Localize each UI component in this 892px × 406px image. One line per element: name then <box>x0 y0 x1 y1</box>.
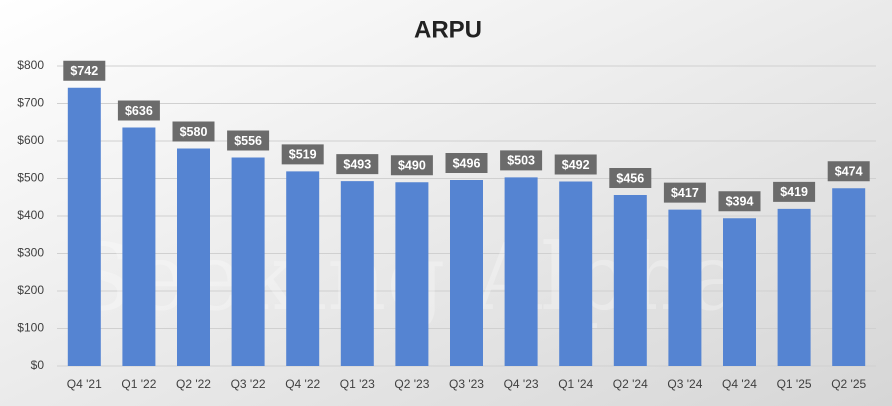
bar <box>559 181 593 366</box>
value-label: $492 <box>562 158 590 172</box>
bar <box>723 218 756 366</box>
value-label-box <box>117 100 160 121</box>
x-tick-label: Q4 '24 <box>722 377 757 391</box>
value-label: $490 <box>398 159 426 173</box>
value-label: $394 <box>726 195 754 209</box>
x-tick-label: Q4 '22 <box>285 377 320 391</box>
x-tick-label: Q1 '24 <box>558 377 593 391</box>
bar <box>613 195 647 366</box>
value-label-box <box>773 181 816 202</box>
value-label: $742 <box>70 64 98 78</box>
value-label: $556 <box>234 134 262 148</box>
value-label: $493 <box>343 157 371 171</box>
bar <box>395 182 429 366</box>
value-label-box <box>827 161 870 182</box>
y-tick-label: $700 <box>17 96 44 110</box>
x-tick-label: Q3 '23 <box>449 377 484 391</box>
value-label: $456 <box>616 171 644 185</box>
y-tick-label: $600 <box>17 133 44 147</box>
x-tick-label: Q2 '23 <box>394 377 429 391</box>
y-tick-label: $0 <box>31 358 45 372</box>
bar <box>67 87 101 366</box>
value-label-box <box>718 191 761 212</box>
x-tick-label: Q2 '25 <box>831 377 866 391</box>
value-label: $636 <box>125 104 153 118</box>
y-tick-label: $100 <box>17 321 44 335</box>
x-tick-label: Q3 '22 <box>231 377 266 391</box>
y-tick-label: $400 <box>17 208 44 222</box>
value-label-box <box>390 155 433 176</box>
bar <box>122 127 156 366</box>
bar <box>286 171 320 366</box>
value-label: $417 <box>671 186 699 200</box>
y-tick-label: $300 <box>17 246 44 260</box>
bar <box>450 180 483 366</box>
value-label-box <box>281 144 324 165</box>
bar <box>777 208 811 366</box>
value-label-box <box>554 154 597 175</box>
x-tick-label: Q4 '23 <box>504 377 539 391</box>
value-label: $474 <box>835 165 863 179</box>
value-label-box <box>500 150 543 171</box>
value-label: $580 <box>180 125 208 139</box>
bar <box>832 188 866 366</box>
x-tick-label: Q1 '23 <box>340 377 375 391</box>
bar <box>504 177 538 366</box>
value-label-box <box>609 168 652 188</box>
value-label-box <box>172 121 215 142</box>
x-tick-label: Q2 '22 <box>176 377 211 391</box>
value-label-box <box>227 130 270 151</box>
value-label: $503 <box>507 154 535 168</box>
value-label-box <box>445 153 488 173</box>
bar <box>668 209 702 366</box>
y-tick-label: $500 <box>17 171 44 185</box>
x-tick-label: Q4 '21 <box>67 377 102 391</box>
value-label: $419 <box>780 185 808 199</box>
x-tick-label: Q1 '25 <box>777 377 812 391</box>
y-tick-label: $800 <box>17 58 44 72</box>
x-tick-label: Q1 '22 <box>121 377 156 391</box>
bar <box>177 148 210 366</box>
value-label-box <box>663 182 706 203</box>
x-tick-label: Q2 '24 <box>613 377 648 391</box>
value-label: $496 <box>453 156 481 170</box>
x-tick-label: Q3 '24 <box>667 377 702 391</box>
value-label-box <box>63 60 106 81</box>
bar <box>340 181 374 366</box>
chart-title: ARPU <box>414 16 482 43</box>
value-label: $519 <box>289 148 317 162</box>
bar <box>231 157 265 366</box>
value-label-box <box>336 154 379 175</box>
y-tick-label: $200 <box>17 283 44 297</box>
